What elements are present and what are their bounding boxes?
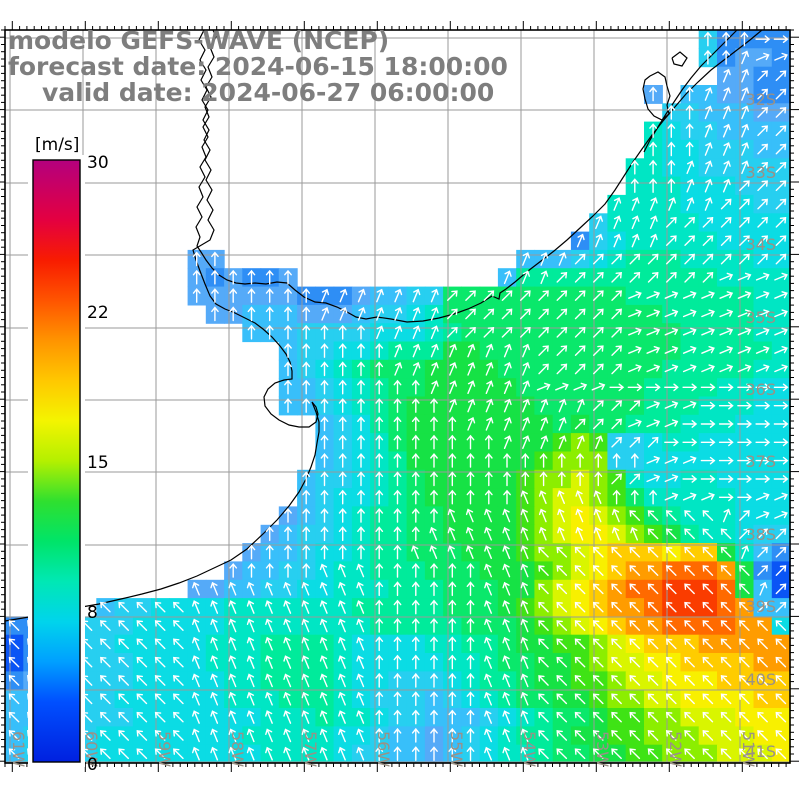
lon-label: 51W [739,731,758,767]
colorbar-unit-label: [m/s] [35,135,79,155]
lon-label: 60W [82,731,101,767]
lon-label: 52W [666,731,685,767]
colorbar-tick-label: 0 [87,755,98,775]
colorbar-tick-label: 8 [87,603,98,623]
lon-label: 56W [374,731,393,767]
lon-label: 57W [301,731,320,767]
axis-ticks [0,21,799,772]
lon-label: 58W [228,731,247,767]
lon-label: 59W [155,731,174,767]
lat-label: 37S [745,452,776,471]
lat-label: 40S [745,670,776,689]
wave-field-cells [5,30,791,764]
lat-label: 36S [745,380,776,399]
wind-direction-arrows [8,31,789,761]
lat-label: 41S [745,742,776,761]
colorbar-gradient [32,159,81,763]
graticule-labels: 32S 33S 34S 35S 36S 37S 38S 39S 40S 41S 61W 60W 59W 5… [9,90,776,767]
lon-label: 61W [9,731,28,767]
colorbar-tick-label: 15 [87,453,109,473]
lon-label: 55W [447,731,466,767]
lon-label: 53W [593,731,612,767]
colorbar: [m/s] 30 22 15 8 0 [28,135,109,775]
lat-label: 34S [745,235,776,254]
lon-label: 54W [520,731,539,767]
lat-label: 35S [745,308,776,327]
lat-label: 32S [745,90,776,109]
coastline [4,29,763,622]
lat-label: 39S [745,597,776,616]
lat-label: 33S [745,163,776,182]
map-frame [4,29,791,764]
colorbar-tick-label: 22 [87,303,109,323]
lat-label: 38S [745,525,776,544]
colorbar-tick-label: 30 [87,153,109,173]
